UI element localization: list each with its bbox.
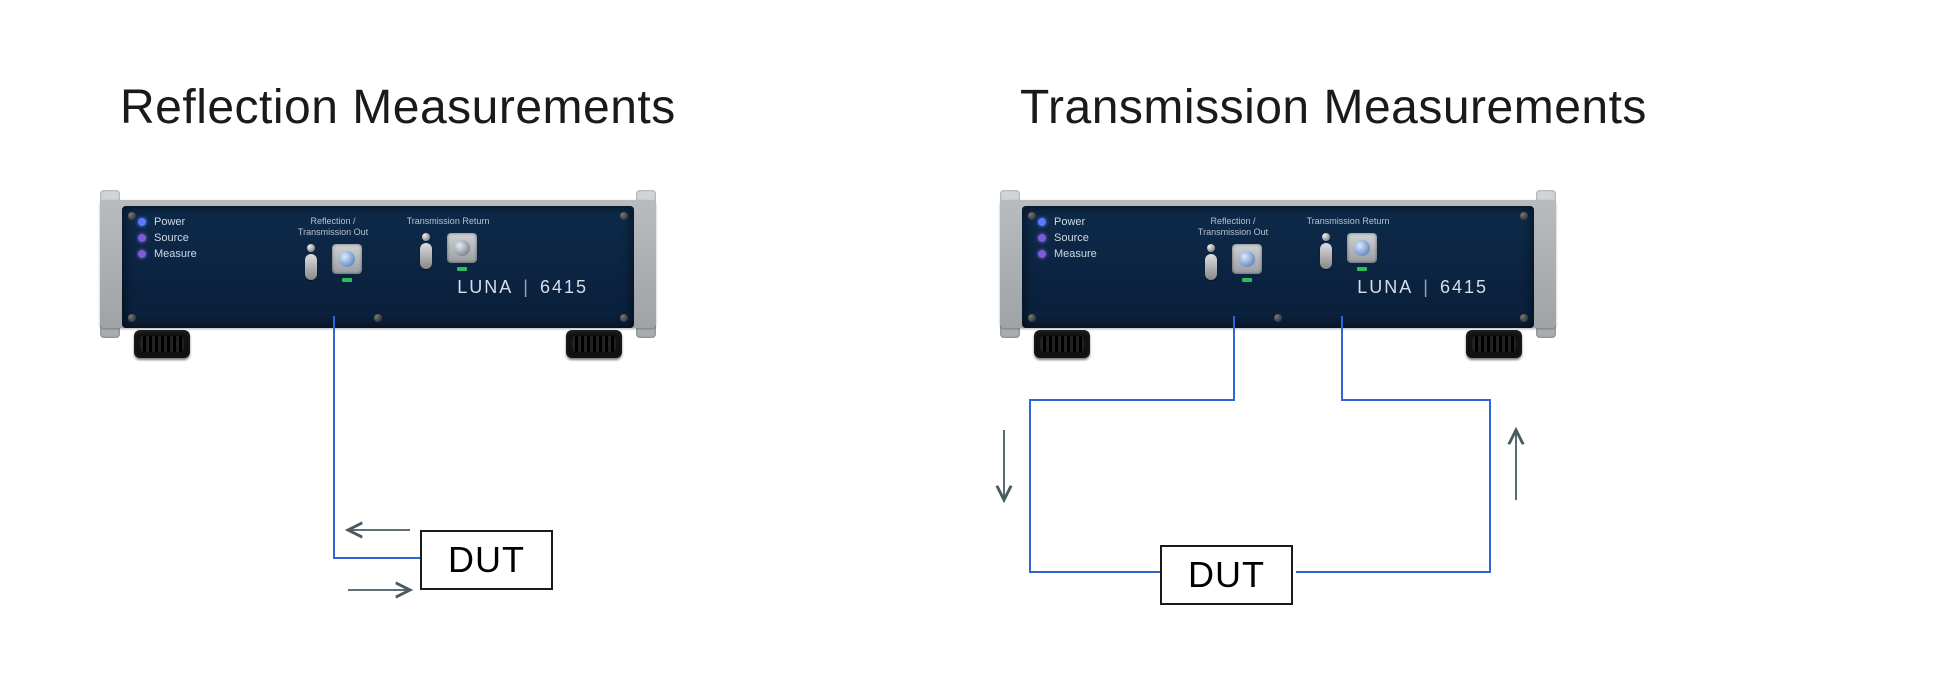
fiber-reflection-icon <box>334 316 420 558</box>
port-return-label: Transmission Return <box>1298 216 1398 227</box>
port-transmission-return: Transmission Return <box>398 216 498 271</box>
connector-out-icon <box>332 244 362 274</box>
port-out-label: Reflection / Transmission Out <box>1188 216 1278 238</box>
led-source-label: Source <box>1054 230 1089 246</box>
connector-return-icon <box>1347 233 1377 263</box>
dut-box-transmission: DUT <box>1160 545 1293 605</box>
instrument-foot-icon <box>1034 330 1090 358</box>
instrument-foot-icon <box>566 330 622 358</box>
led-source-label: Source <box>154 230 189 246</box>
dut-box-reflection: DUT <box>420 530 553 590</box>
transmission-title: Transmission Measurements <box>1020 80 1647 135</box>
led-power-icon <box>138 218 146 226</box>
connector-return-icon <box>447 233 477 263</box>
brand-text: LUNA <box>1357 277 1413 298</box>
dust-cap-icon <box>1319 233 1333 271</box>
brand-divider-icon: | <box>1423 277 1430 298</box>
reflection-title: Reflection Measurements <box>120 80 676 135</box>
fiber-transmission-icon <box>1030 316 1490 572</box>
led-measure-icon <box>1038 250 1046 258</box>
port-reflection-out: Reflection / Transmission Out <box>1188 216 1278 282</box>
instrument-transmission: Power Source Measure Reflection / Transm… <box>1000 190 1556 340</box>
port-transmission-return: Transmission Return <box>1298 216 1398 271</box>
led-power-label: Power <box>154 214 185 230</box>
model-text: 6415 <box>540 277 588 298</box>
port-out-label: Reflection / Transmission Out <box>288 216 378 238</box>
brand-label: LUNA | 6415 <box>457 277 588 298</box>
dust-cap-icon <box>419 233 433 271</box>
led-column: Power Source Measure <box>1038 214 1097 262</box>
led-measure-label: Measure <box>154 246 197 262</box>
led-power-icon <box>1038 218 1046 226</box>
led-measure-icon <box>138 250 146 258</box>
led-measure-label: Measure <box>1054 246 1097 262</box>
instrument-foot-icon <box>134 330 190 358</box>
dust-cap-icon <box>1204 244 1218 282</box>
model-text: 6415 <box>1440 277 1488 298</box>
led-source-icon <box>138 234 146 242</box>
instrument-reflection: Power Source Measure Reflection / Transm… <box>100 190 656 340</box>
port-reflection-out: Reflection / Transmission Out <box>288 216 378 282</box>
port-return-label: Transmission Return <box>398 216 498 227</box>
dust-cap-icon <box>304 244 318 282</box>
led-power-label: Power <box>1054 214 1085 230</box>
led-column: Power Source Measure <box>138 214 197 262</box>
connector-out-icon <box>1232 244 1262 274</box>
brand-divider-icon: | <box>523 277 530 298</box>
brand-label: LUNA | 6415 <box>1357 277 1488 298</box>
led-source-icon <box>1038 234 1046 242</box>
brand-text: LUNA <box>457 277 513 298</box>
instrument-foot-icon <box>1466 330 1522 358</box>
